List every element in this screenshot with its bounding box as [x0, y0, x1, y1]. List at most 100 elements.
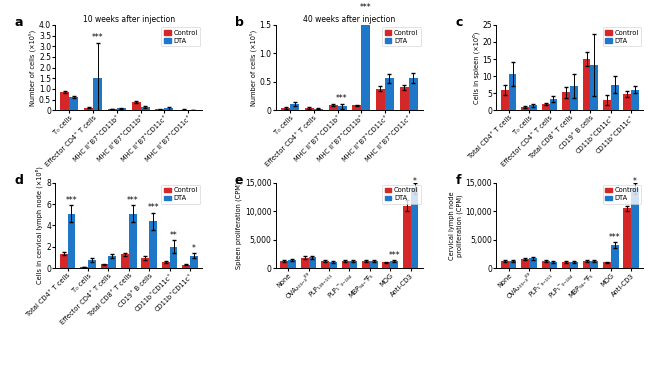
Bar	[370, 261, 378, 268]
Text: f: f	[455, 174, 461, 187]
Text: *: *	[413, 177, 417, 186]
Bar	[385, 79, 394, 110]
Bar	[93, 78, 102, 110]
Bar	[101, 264, 109, 268]
Bar	[349, 261, 357, 268]
Bar	[590, 261, 598, 268]
Bar	[400, 87, 409, 110]
Bar	[509, 74, 517, 110]
Bar	[68, 214, 75, 268]
Bar	[150, 221, 157, 268]
Bar	[361, 16, 370, 110]
Y-axis label: Number of cells (×10⁵): Number of cells (×10⁵)	[29, 29, 36, 106]
Bar	[321, 261, 329, 268]
Title: 40 weeks after injection: 40 weeks after injection	[304, 15, 395, 24]
Bar	[542, 261, 549, 268]
Bar	[164, 108, 174, 110]
Y-axis label: Spleen proliferation (CPM): Spleen proliferation (CPM)	[236, 182, 242, 269]
Bar	[403, 206, 411, 268]
Bar	[590, 65, 598, 110]
Text: ***: ***	[388, 251, 400, 260]
Text: e: e	[235, 174, 243, 187]
Bar	[411, 188, 419, 268]
Bar	[305, 108, 314, 110]
Bar	[549, 99, 557, 110]
Bar	[382, 262, 390, 268]
Legend: Control, DTA: Control, DTA	[161, 27, 200, 46]
Bar	[121, 254, 129, 268]
Bar	[142, 258, 150, 268]
Text: d: d	[14, 174, 23, 187]
Bar	[623, 208, 631, 268]
Text: b: b	[235, 16, 244, 29]
Bar	[603, 100, 611, 110]
Bar	[288, 260, 296, 268]
Bar	[542, 104, 549, 110]
Text: ***: ***	[360, 3, 372, 12]
Bar	[549, 262, 557, 268]
Bar	[88, 260, 96, 268]
Bar	[314, 108, 323, 110]
Text: ***: ***	[148, 203, 159, 212]
Bar	[562, 92, 570, 110]
Bar	[603, 262, 611, 268]
Bar	[623, 94, 631, 110]
Bar	[501, 90, 509, 110]
Bar	[290, 104, 299, 110]
Bar	[570, 262, 578, 268]
Bar	[60, 92, 70, 110]
Y-axis label: Cervical lymph node
proliferation (CPM): Cervical lymph node proliferation (CPM)	[449, 191, 463, 260]
Title: 10 weeks after injection: 10 weeks after injection	[83, 15, 175, 24]
Text: ***: ***	[336, 94, 348, 103]
Bar	[342, 261, 349, 268]
Bar	[521, 259, 529, 268]
Bar	[529, 259, 537, 268]
Bar	[280, 261, 288, 268]
Bar	[108, 109, 117, 110]
Bar	[70, 97, 79, 110]
Bar	[362, 261, 370, 268]
Bar	[376, 88, 385, 110]
Bar	[80, 267, 88, 268]
Bar	[582, 261, 590, 268]
Bar	[409, 78, 418, 110]
Text: ***: ***	[92, 33, 103, 42]
Bar	[140, 107, 150, 110]
Bar	[129, 214, 136, 268]
Bar	[352, 105, 361, 110]
Text: **: **	[170, 231, 177, 240]
Bar	[509, 261, 517, 268]
Bar	[570, 86, 578, 110]
Bar	[521, 107, 529, 110]
Legend: Control, DTA: Control, DTA	[161, 185, 200, 204]
Text: ***: ***	[127, 196, 138, 205]
Text: *: *	[192, 244, 196, 253]
Text: ***: ***	[66, 196, 77, 205]
Bar	[631, 90, 639, 110]
Bar	[390, 261, 398, 268]
Y-axis label: Cells in spleen (×10⁶): Cells in spleen (×10⁶)	[473, 31, 480, 104]
Legend: Control, DTA: Control, DTA	[382, 185, 421, 204]
Y-axis label: Cells in cervical lymph node (×10⁶): Cells in cervical lymph node (×10⁶)	[36, 167, 44, 284]
Bar	[631, 188, 639, 268]
Bar	[328, 105, 337, 110]
Text: *: *	[633, 177, 637, 186]
Bar	[611, 85, 619, 110]
Bar	[562, 262, 570, 268]
Text: ***: ***	[609, 233, 621, 242]
Bar	[60, 254, 68, 268]
Bar	[329, 262, 337, 268]
Bar	[611, 246, 619, 268]
Bar	[117, 108, 126, 110]
Legend: Control, DTA: Control, DTA	[382, 27, 421, 46]
Bar	[529, 105, 537, 110]
Legend: Control, DTA: Control, DTA	[603, 27, 642, 46]
Text: c: c	[455, 16, 463, 29]
Bar	[162, 262, 170, 268]
Bar	[84, 108, 93, 110]
Bar	[132, 102, 140, 110]
Bar	[109, 256, 116, 268]
Text: a: a	[14, 16, 23, 29]
Bar	[170, 247, 177, 268]
Bar	[309, 257, 317, 268]
